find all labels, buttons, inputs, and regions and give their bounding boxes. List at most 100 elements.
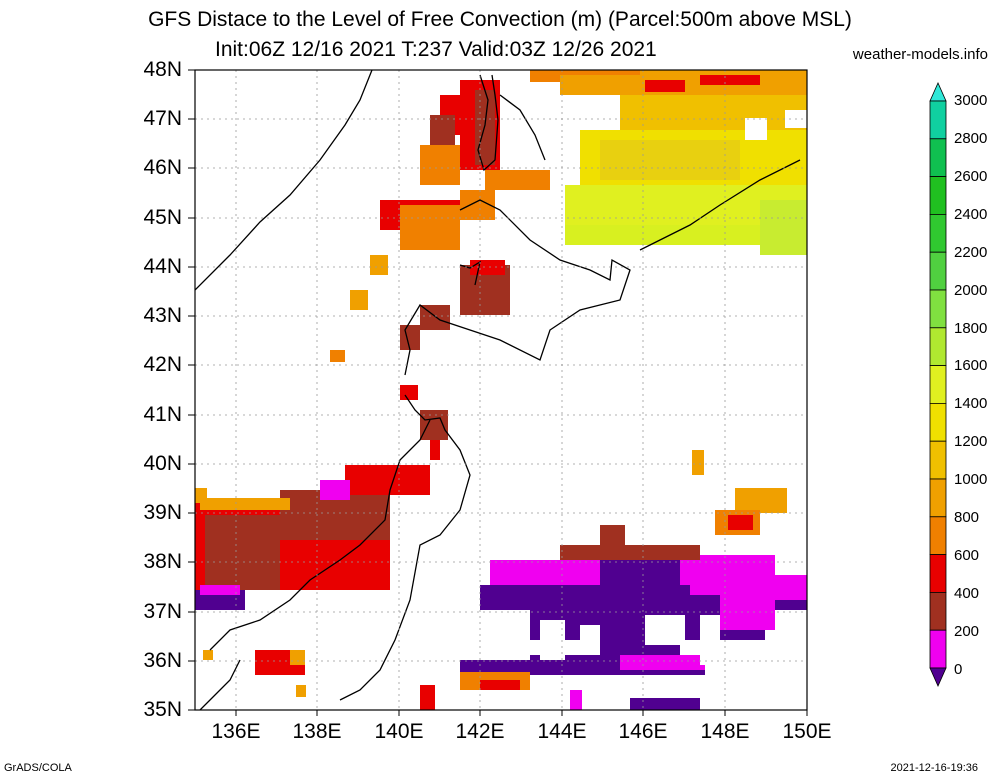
lat-label: 36N [143,649,182,672]
colorbar-label: 600 [954,547,980,564]
field-cell [600,140,740,180]
field-cell [200,498,290,510]
field-cell [320,480,350,500]
colorbar-swatch [929,592,947,631]
site-credit: weather-models.info [852,46,988,63]
lat-label: 38N [143,550,182,573]
colorbar [929,82,947,687]
field-cell [775,575,807,600]
lat-label: 40N [143,452,182,475]
field-cell [560,75,640,95]
lon-label: 142E [455,720,505,743]
colorbar-label: 2800 [954,130,988,147]
coastline [199,659,241,710]
coastline [477,74,499,172]
coastline [209,419,431,651]
field-cell [728,515,753,530]
field-cell [400,325,420,350]
coastline [404,199,631,376]
colorbar-label: 400 [954,585,980,602]
field-gap [700,615,720,665]
lat-label: 43N [143,304,182,327]
colorbar-label: 200 [954,623,980,640]
field-cell [485,170,550,190]
field-cell [400,385,418,400]
colorbar-swatch [929,516,947,555]
lat-label: 45N [143,206,182,229]
field-cell [620,95,807,135]
lon-label: 150E [782,720,832,743]
lat-label: 42N [143,353,182,376]
lon-label: 148E [700,720,750,743]
colorbar-swatch [929,478,947,518]
colorbar-swatch [929,440,947,480]
lat-label: 46N [143,156,182,179]
field-cell [475,90,495,165]
colorbar-label: 2600 [954,168,988,185]
lat-label: 41N [143,403,182,426]
field-cell [480,680,520,690]
field-gap [745,118,767,140]
colorbar-label: 1800 [954,320,988,337]
colorbar-label: 2400 [954,206,988,223]
footer-timestamp: 2021-12-16-19:36 [890,762,978,774]
lon-label: 140E [374,720,424,743]
chart-subtitle: Init:06Z 12/16 2021 T:237 Valid:03Z 12/2… [215,38,657,61]
field-cell [430,115,455,145]
field-gap [580,625,600,655]
field-cell [645,80,685,92]
colorbar-label: 1400 [954,395,988,412]
field-cell [370,255,388,275]
colorbar-arrow-bottom [929,667,947,687]
field-cell [420,410,448,440]
coastline [339,394,471,701]
lat-label: 37N [143,600,182,623]
field-cell [720,580,775,630]
coastline [639,159,801,251]
chart-title: GFS Distace to the Level of Free Convect… [148,8,852,31]
colorbar-swatch [929,138,947,178]
field-cell [200,585,240,595]
colorbar-swatch [929,251,947,291]
field-cell [760,200,807,255]
footer-left: GrADS/COLA [4,762,72,774]
axis-ticks [188,69,808,716]
lon-label: 136E [211,720,261,743]
lon-label: 146E [618,720,668,743]
coastline [499,94,546,161]
field-cell [620,655,705,670]
lon-label: 144E [537,720,587,743]
map-frame [194,69,808,711]
field-cell [350,290,368,310]
colorbar-arrow-top [929,82,947,102]
field-gap [645,615,685,645]
colorbar-label: 1000 [954,471,988,488]
field-cell [630,698,700,710]
field-layer [195,70,807,710]
gridlines [195,70,807,710]
lat-label: 47N [143,107,182,130]
field-cell [430,440,440,460]
lat-label: 44N [143,255,182,278]
field-cell [296,685,306,697]
colorbar-swatch [929,100,947,140]
colorbar-swatch [929,176,947,215]
field-cell [400,205,460,250]
field-cell [735,488,787,513]
colorbar-swatch [929,365,947,404]
colorbar-swatch [929,402,947,442]
coastline-layer [195,70,801,710]
field-cell [470,260,505,275]
colorbar-label: 0 [954,661,963,678]
field-cell [570,690,582,710]
colorbar-swatch [929,213,947,253]
field-cell [345,465,430,495]
field-cell [565,225,765,245]
colorbar-swatch [929,554,947,593]
colorbar-label: 800 [954,509,980,526]
colorbar-swatch [929,629,947,669]
lat-label: 39N [143,501,182,524]
colorbar-label: 2200 [954,244,988,261]
colorbar-label: 3000 [954,92,988,109]
field-cell [560,545,700,560]
